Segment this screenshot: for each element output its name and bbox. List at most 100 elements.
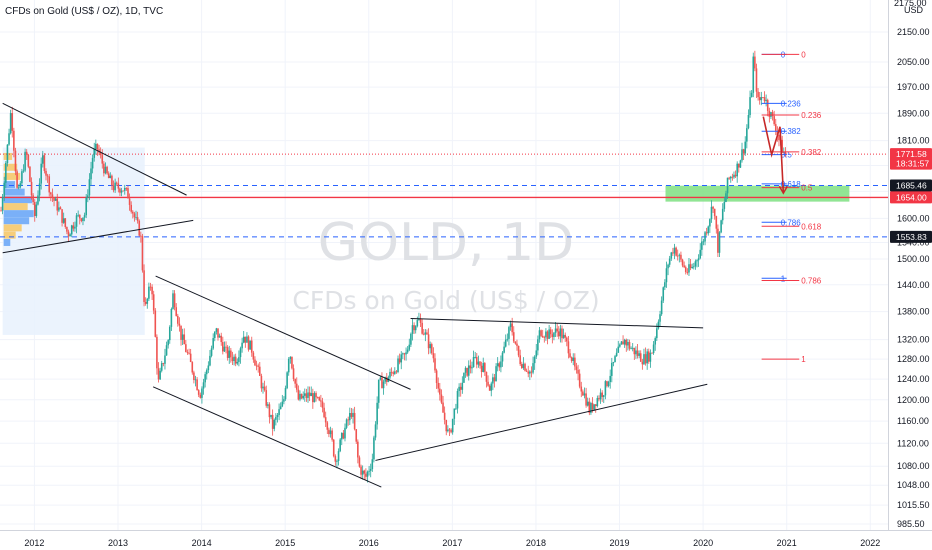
candle-body: [548, 329, 550, 339]
candle-body: [430, 344, 433, 354]
candle-body: [625, 339, 628, 346]
candle-body: [223, 346, 226, 352]
price-tick-label: 1200.00: [897, 395, 930, 405]
candle-body: [295, 383, 298, 390]
price-tick-label: 1160.00: [897, 416, 929, 426]
candle-body: [469, 365, 472, 369]
candle-body: [32, 195, 34, 203]
volume-profile-bar: [3, 203, 28, 211]
candle-body: [546, 331, 549, 339]
time-axis[interactable]: 2012 2013 2014 2015 2016 2017 2018 2019 2020 2021…: [24, 538, 880, 548]
candle-body: [758, 97, 761, 101]
candle-body: [197, 390, 200, 395]
candle-body: [66, 226, 68, 232]
candle-body: [705, 232, 708, 234]
candle-body: [133, 213, 136, 218]
candle-body: [535, 350, 538, 357]
candle-body: [574, 357, 576, 367]
candle-body: [332, 439, 335, 457]
candle-body: [713, 208, 716, 217]
candle-body: [50, 192, 52, 195]
candle-body: [670, 252, 673, 259]
candle-body: [138, 220, 141, 236]
candle-body: [746, 128, 748, 142]
candle-body: [530, 371, 533, 373]
candle-body: [458, 386, 460, 391]
candle-body: [418, 319, 420, 321]
price-tick-label: 1440.00: [897, 280, 930, 290]
candle-body: [737, 163, 740, 168]
candle-body: [205, 370, 208, 375]
candle-body: [181, 334, 184, 340]
candle-body: [331, 430, 333, 440]
candle-body: [167, 340, 169, 346]
candle-body: [86, 195, 89, 198]
candle-body: [609, 375, 612, 382]
price-tick-label: 985.50: [897, 519, 925, 529]
candle-body: [728, 177, 730, 179]
candle-body: [414, 326, 417, 331]
candle-body: [667, 264, 669, 269]
candle-body: [337, 451, 340, 461]
candle-body: [101, 155, 104, 164]
candle-body: [368, 470, 370, 472]
candle-body: [459, 386, 462, 390]
candle-body: [357, 441, 359, 458]
candle-body: [22, 170, 25, 172]
candle-body: [643, 354, 645, 365]
price-label-bg: [890, 157, 932, 170]
candle-body: [204, 374, 206, 383]
candle-body: [701, 241, 703, 250]
candle-body: [784, 151, 787, 156]
candle-body: [617, 346, 620, 353]
candle-body: [606, 381, 608, 387]
candle-body: [406, 349, 409, 353]
candle-body: [168, 326, 171, 341]
candle-body: [96, 143, 99, 150]
candle-body: [88, 179, 91, 196]
candle-body: [201, 388, 203, 398]
candle-body: [371, 459, 374, 469]
candle-body: [742, 149, 745, 154]
volume-profile-bar: [3, 172, 21, 180]
candle-body: [675, 247, 677, 256]
price-label-text: 1553.83: [896, 232, 927, 242]
candle-body: [416, 320, 419, 327]
candle-body: [152, 294, 155, 311]
candle-body: [25, 151, 28, 155]
candle-body: [151, 286, 153, 295]
candle-body: [622, 341, 624, 345]
price-tick-label: 1500.00: [897, 254, 930, 264]
volume-profile-bar: [3, 210, 34, 218]
candle-body: [209, 355, 211, 366]
candle-body: [488, 385, 491, 391]
candle-body: [46, 175, 49, 177]
horizontal-levels[interactable]: [0, 153, 888, 238]
candle-body: [627, 341, 629, 346]
candle-body: [672, 252, 674, 254]
candle-body: [262, 386, 264, 389]
candle-body: [590, 403, 592, 413]
candle-body: [522, 363, 525, 368]
projection-path[interactable]: [762, 116, 788, 195]
candle-body: [411, 325, 414, 334]
candle-body: [114, 182, 116, 191]
candle-body: [434, 358, 436, 371]
candle-body: [318, 397, 321, 401]
fib-retracements[interactable]: 00.2360.3820.50.6180.786100.2360.3820.50…: [761, 50, 822, 364]
candle-body: [559, 328, 562, 337]
candle-body: [320, 400, 322, 402]
candle-body: [480, 365, 483, 372]
candle-body: [64, 218, 67, 227]
candle-body: [556, 328, 558, 332]
trendlines[interactable]: [2, 102, 708, 488]
candle-body: [424, 332, 427, 335]
candle-body: [194, 379, 197, 381]
candle-body: [329, 430, 332, 435]
price-tick-label: 1320.00: [897, 335, 930, 345]
candle-body: [651, 352, 653, 354]
price-tick-label: 1810.00: [897, 136, 930, 146]
candle-body: [638, 353, 640, 356]
candle-body: [647, 351, 650, 362]
